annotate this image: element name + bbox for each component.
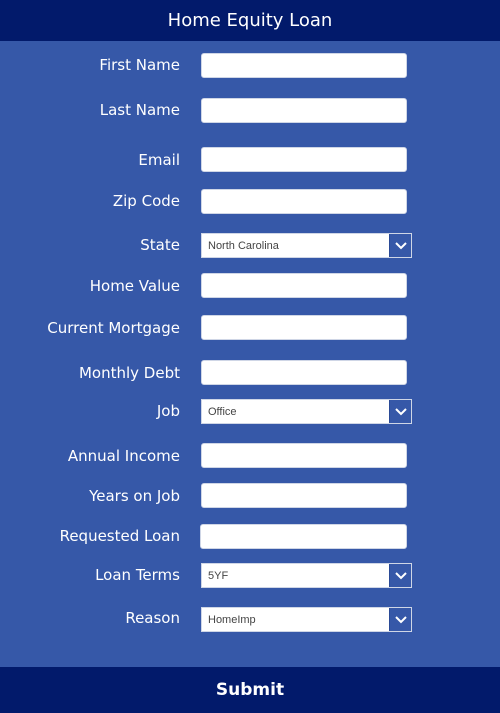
first-name-label: First Name [99, 56, 180, 74]
zip-code-field[interactable] [201, 189, 407, 214]
chevron-down-icon[interactable] [389, 400, 411, 423]
job-select[interactable]: Office [201, 399, 412, 424]
requested-loan-field[interactable] [200, 524, 407, 549]
last-name-field[interactable] [201, 98, 407, 123]
monthly-debt-label: Monthly Debt [78, 364, 180, 382]
job-selected-value: Office [208, 405, 237, 418]
chevron-down-icon[interactable] [389, 234, 411, 257]
years-on-job-label: Years on Job [89, 487, 180, 505]
zip-code-label: Zip Code [112, 192, 180, 210]
last-name-label: Last Name [99, 101, 180, 119]
loan-terms-label: Loan Terms [95, 566, 180, 584]
state-select[interactable]: North Carolina [201, 233, 412, 258]
job-label: Job [156, 402, 180, 420]
home-value-label: Home Value [89, 277, 180, 295]
app-header: Home Equity Loan [0, 0, 500, 41]
home-value-field[interactable] [201, 273, 407, 298]
submit-button[interactable]: Submit [0, 667, 500, 713]
loan-terms-selected-value: 5YF [208, 569, 229, 582]
chevron-down-icon[interactable] [389, 608, 411, 631]
chevron-down-icon[interactable] [389, 564, 411, 587]
requested-loan-label: Requested Loan [59, 527, 180, 545]
reason-label: Reason [125, 609, 180, 627]
state-selected-value: North Carolina [208, 239, 279, 252]
reason-select[interactable]: HomeImp [201, 607, 412, 632]
email-label: Email [138, 151, 180, 169]
current-mortgage-label: Current Mortgage [47, 319, 180, 337]
state-label: State [140, 236, 180, 254]
loan-form: First Name Last Name Email Zip Code Stat… [0, 41, 500, 667]
page-title: Home Equity Loan [167, 10, 333, 31]
years-on-job-field[interactable] [201, 483, 407, 508]
first-name-field[interactable] [201, 53, 407, 78]
monthly-debt-field[interactable] [201, 360, 407, 385]
annual-income-label: Annual Income [67, 447, 180, 465]
current-mortgage-field[interactable] [201, 315, 407, 340]
reason-selected-value: HomeImp [208, 613, 256, 626]
loan-terms-select[interactable]: 5YF [201, 563, 412, 588]
email-field[interactable] [201, 147, 407, 172]
annual-income-field[interactable] [201, 443, 407, 468]
submit-label: Submit [215, 680, 285, 700]
